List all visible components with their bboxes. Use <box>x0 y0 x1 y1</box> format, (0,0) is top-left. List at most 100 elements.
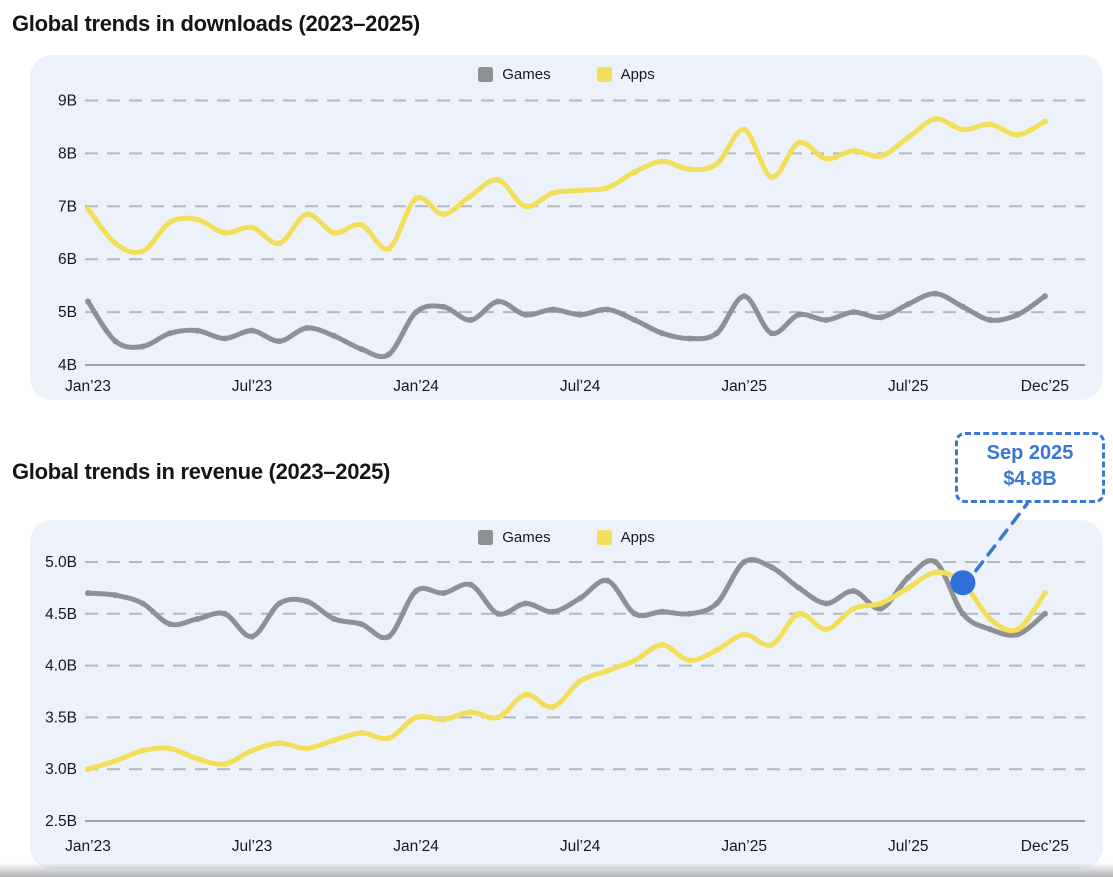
games-data-point <box>276 338 283 345</box>
apps-line <box>85 569 1048 772</box>
games-legend-label: Games <box>502 66 551 83</box>
games-data-point <box>112 592 119 599</box>
x-tick-label: Jul’25 <box>888 838 929 855</box>
apps-data-point <box>1041 118 1048 125</box>
x-tick-label: Dec’25 <box>1021 838 1069 855</box>
apps-data-point <box>413 195 420 202</box>
games-line <box>85 291 1048 360</box>
revenue-legend: Games Apps <box>30 529 1103 546</box>
apps-data-point <box>385 245 392 252</box>
downloads-chart-title: Global trends in downloads (2023–2025) <box>12 11 420 36</box>
apps-data-point <box>1014 131 1021 138</box>
games-swatch-icon <box>478 67 494 82</box>
apps-data-point <box>194 216 201 223</box>
downloads-legend: Games Apps <box>30 66 1103 83</box>
games-data-point <box>85 590 91 597</box>
x-tick-label: Jul’24 <box>560 838 601 855</box>
apps-data-point <box>495 176 502 183</box>
y-tick-label: 6B <box>58 251 77 268</box>
x-tick-label: Jul’25 <box>888 378 929 395</box>
games-data-point <box>385 633 392 640</box>
apps-data-point <box>85 205 91 212</box>
apps-data-point <box>768 641 775 648</box>
games-data-point <box>823 600 830 607</box>
apps-data-point <box>659 641 666 648</box>
games-data-point <box>413 309 420 316</box>
revenue-chart: 5.0B 4.5B 4.0B 3.5B 3.0B 2.5B Jan’23 Jul’23 Jan’… <box>45 554 1085 855</box>
games-data-point <box>303 598 310 605</box>
apps-data-point <box>631 657 638 664</box>
apps-swatch-icon <box>596 67 612 82</box>
games-data-point <box>850 588 857 595</box>
apps-data-point <box>959 126 966 133</box>
legend-item-games: Games <box>478 529 551 546</box>
apps-data-point <box>303 211 310 218</box>
games-data-point <box>1014 631 1021 638</box>
legend-item-apps: Apps <box>596 66 655 83</box>
games-data-point <box>795 311 802 318</box>
annotation-callout: Sep 2025 $4.8B <box>955 432 1105 504</box>
annotation-date-label: Sep 2025 <box>986 442 1074 464</box>
apps-data-point <box>905 134 912 141</box>
apps-data-point <box>112 757 119 764</box>
x-tick-label: Jan’25 <box>721 838 767 855</box>
x-tick-label: Jan’24 <box>393 378 439 395</box>
apps-data-point <box>795 610 802 617</box>
games-data-point <box>522 311 529 318</box>
games-data-point <box>549 608 556 615</box>
apps-data-point <box>713 160 720 167</box>
games-data-point <box>440 590 447 597</box>
apps-data-point <box>467 192 474 199</box>
games-data-point <box>577 311 584 318</box>
apps-data-point <box>167 745 174 752</box>
apps-data-point <box>877 600 884 607</box>
games-data-point <box>686 335 693 342</box>
apps-data-point <box>659 158 666 165</box>
downloads-chart: 9B 8B 7B 6B 5B 4B Jan’23 Jul’23 Jan’24 Jul’24 Jan’… <box>58 93 1085 395</box>
apps-data-point <box>467 709 474 716</box>
apps-data-point <box>331 229 338 236</box>
games-data-point <box>932 290 939 297</box>
games-data-point <box>850 309 857 316</box>
games-data-point <box>713 600 720 607</box>
highlighted-point[interactable] <box>950 570 976 596</box>
apps-data-point <box>850 147 857 154</box>
games-data-point <box>987 626 994 633</box>
apps-data-point <box>741 126 748 133</box>
apps-line <box>85 116 1048 255</box>
games-line <box>85 557 1048 641</box>
apps-data-point <box>358 729 365 736</box>
games-data-point <box>167 621 174 628</box>
apps-data-point <box>604 184 611 191</box>
y-tick-label: 5.0B <box>45 554 77 571</box>
x-tick-label: Jan’23 <box>65 378 111 395</box>
games-data-point <box>741 293 748 300</box>
games-data-point <box>659 608 666 615</box>
apps-data-point <box>522 203 529 210</box>
x-tick-label: Jan’23 <box>65 838 111 855</box>
apps-data-point <box>577 678 584 685</box>
apps-data-point <box>249 224 256 231</box>
apps-data-point <box>303 745 310 752</box>
apps-data-point <box>604 667 611 674</box>
downloads-chart-panel: 9B 8B 7B 6B 5B 4B Jan’23 Jul’23 Jan’24 Jul’24 Jan’… <box>30 55 1103 400</box>
games-data-point <box>1041 610 1048 617</box>
apps-data-point <box>549 704 556 711</box>
apps-data-point <box>686 166 693 173</box>
games-data-point <box>303 324 310 331</box>
games-data-point <box>549 306 556 313</box>
apps-data-point <box>932 116 939 123</box>
games-data-point <box>440 303 447 310</box>
annotation-value-label: $4.8B <box>1003 467 1057 490</box>
apps-data-point <box>413 714 420 721</box>
apps-data-point <box>795 139 802 146</box>
apps-data-point <box>1041 590 1048 597</box>
games-data-point <box>85 298 91 305</box>
apps-swatch-icon <box>596 530 612 545</box>
apps-data-point <box>139 248 146 255</box>
apps-data-point <box>741 631 748 638</box>
games-data-point <box>467 581 474 588</box>
games-data-point <box>139 343 146 350</box>
apps-data-point <box>877 153 884 160</box>
legend-item-apps: Apps <box>596 529 655 546</box>
